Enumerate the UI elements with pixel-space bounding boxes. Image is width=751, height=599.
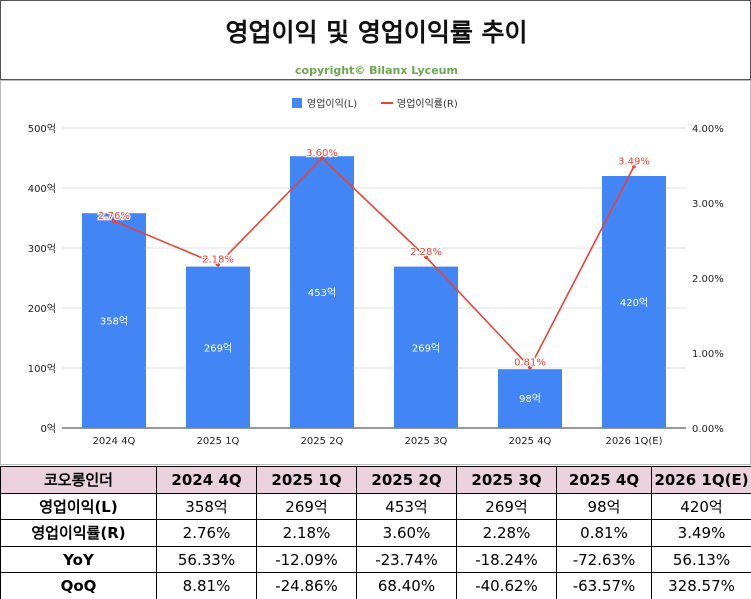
table-cell: 3.60% bbox=[356, 519, 457, 547]
table-cell: -72.63% bbox=[556, 545, 652, 574]
line-point bbox=[424, 255, 428, 259]
table-row: 영업이익(L) 358억 269억 453억 269억 98억 420억 bbox=[0, 492, 751, 521]
table-cell: 68.40% bbox=[356, 572, 457, 599]
table-cell: 2.18% bbox=[256, 519, 357, 547]
table-row: YoY 56.33% -12.09% -23.74% -18.24% -72.63% 56.… bbox=[0, 545, 751, 574]
table-cell: -12.09% bbox=[256, 545, 357, 574]
table-row: 영업이익률(R) 2.76% 2.18% 3.60% 2.28% 0.81% 3.49% bbox=[0, 519, 751, 547]
table-cell: 358억 bbox=[156, 492, 257, 521]
bar bbox=[602, 176, 666, 428]
y-right-tick-label: 0.00% bbox=[692, 424, 724, 435]
line-value-label: 3.49% bbox=[618, 156, 650, 167]
y-right-tick-label: 4.00% bbox=[692, 124, 724, 135]
copyright-text: copyright© Bilanx Lyceum bbox=[295, 64, 458, 77]
table-cell: -24.86% bbox=[256, 572, 357, 599]
title-box: 영업이익 및 영업이익률 추이 copyright© Bilanx Lyceum bbox=[0, 0, 751, 80]
y-left-tick-label: 100억 bbox=[28, 363, 56, 375]
chart-title: 영업이익 및 영업이익률 추이 bbox=[225, 18, 528, 47]
bar-value-label: 269억 bbox=[204, 342, 232, 354]
data-table-body: 코오롱인더 2024 4Q 2025 1Q 2025 2Q 2025 3Q 2025 4Q… bbox=[0, 466, 751, 599]
bar bbox=[186, 266, 250, 428]
table-cell: 0.81% bbox=[556, 519, 652, 547]
line-value-label: 0.81% bbox=[514, 357, 546, 368]
bar bbox=[290, 156, 354, 428]
y-right-tick-label: 2.00% bbox=[692, 274, 724, 285]
y-right-tick-label: 1.00% bbox=[692, 349, 724, 360]
table-cell: 269억 bbox=[256, 492, 357, 521]
table-cell: 56.33% bbox=[156, 545, 257, 574]
legend-line-label: 영업이익률(R) bbox=[397, 97, 458, 110]
x-tick-label: 2025 4Q bbox=[509, 436, 552, 447]
line-series bbox=[113, 156, 635, 369]
line-point bbox=[528, 365, 532, 370]
table-cell: 269억 bbox=[456, 492, 557, 521]
x-tick-label: 2025 1Q bbox=[197, 436, 240, 447]
line-value-label: 3.60% bbox=[306, 148, 338, 159]
table-row-label: QoQ bbox=[0, 572, 157, 599]
table-cell: 328.57% bbox=[651, 572, 751, 599]
line-value-label: 2.76% bbox=[98, 211, 130, 222]
table-cell: -63.57% bbox=[556, 572, 652, 599]
combo-chart: 0억 100억 200억 300억 400억 500억 0.00% 1.00% 2.00% 3.0… bbox=[0, 80, 751, 465]
table-cell: 3.49% bbox=[651, 519, 751, 547]
bar-value-label: 98억 bbox=[519, 393, 541, 405]
y-left-tick-label: 500억 bbox=[28, 123, 56, 135]
table-cell: 56.13% bbox=[651, 545, 751, 574]
bar-value-label: 453억 bbox=[308, 287, 336, 299]
table-header-cell: 2024 4Q bbox=[156, 466, 257, 494]
line-value-label: 2.18% bbox=[202, 255, 234, 266]
legend-bar-label: 영업이익(L) bbox=[307, 97, 357, 110]
line-value-label: 2.28% bbox=[410, 247, 442, 258]
table-header-row: 코오롱인더 2024 4Q 2025 1Q 2025 2Q 2025 3Q 2025 4Q… bbox=[0, 466, 751, 494]
y-left-tick-label: 300억 bbox=[28, 243, 56, 255]
x-tick-label: 2025 2Q bbox=[301, 436, 344, 447]
table-cell: -40.62% bbox=[456, 572, 557, 599]
bar-value-label: 358억 bbox=[100, 316, 128, 328]
x-tick-label: 2025 3Q bbox=[405, 436, 448, 447]
table-header-cell: 코오롱인더 bbox=[0, 466, 157, 494]
data-table: 코오롱인더 2024 4Q 2025 1Q 2025 2Q 2025 3Q 2025 4Q… bbox=[0, 466, 751, 599]
line-point bbox=[216, 262, 220, 267]
table-cell: -18.24% bbox=[456, 545, 557, 574]
bar-value-label: 269억 bbox=[412, 342, 440, 354]
table-header-cell: 2025 2Q bbox=[356, 466, 457, 494]
bar-value-label: 420억 bbox=[620, 297, 648, 309]
bar bbox=[82, 213, 146, 428]
table-cell: 8.81% bbox=[156, 572, 257, 599]
bar bbox=[394, 266, 458, 428]
x-tick-label: 2024 4Q bbox=[93, 436, 136, 447]
legend-bar-swatch bbox=[292, 98, 302, 108]
chart-area: 0억 100억 200억 300억 400억 500억 0.00% 1.00% 2.00% 3.0… bbox=[0, 80, 751, 465]
y-left-tick-label: 0억 bbox=[40, 423, 56, 435]
table-row-label: 영업이익(L) bbox=[0, 492, 157, 521]
x-tick-label: 2026 1Q(E) bbox=[606, 436, 663, 447]
table-cell: 98억 bbox=[556, 492, 652, 521]
table-header-cell: 2026 1Q(E) bbox=[651, 466, 751, 494]
table-cell: 2.76% bbox=[156, 519, 257, 547]
table-header-cell: 2025 4Q bbox=[556, 466, 652, 494]
table-row: QoQ 8.81% -24.86% 68.40% -40.62% -63.57% 328.5… bbox=[0, 572, 751, 599]
table-row-label: YoY bbox=[0, 545, 157, 574]
line-point bbox=[112, 219, 116, 223]
bar bbox=[498, 369, 562, 428]
line-point bbox=[320, 156, 324, 160]
table-cell: 2.28% bbox=[456, 519, 557, 547]
table-cell: -23.74% bbox=[356, 545, 457, 574]
line-point bbox=[632, 164, 636, 169]
y-right-tick-label: 3.00% bbox=[692, 199, 724, 210]
table-cell: 420억 bbox=[651, 492, 751, 521]
y-left-tick-label: 400억 bbox=[28, 183, 56, 195]
table-header-cell: 2025 1Q bbox=[256, 466, 357, 494]
table-row-label: 영업이익률(R) bbox=[0, 519, 157, 547]
table-header-cell: 2025 3Q bbox=[456, 466, 557, 494]
y-left-tick-label: 200억 bbox=[28, 303, 56, 315]
table-cell: 453억 bbox=[356, 492, 457, 521]
